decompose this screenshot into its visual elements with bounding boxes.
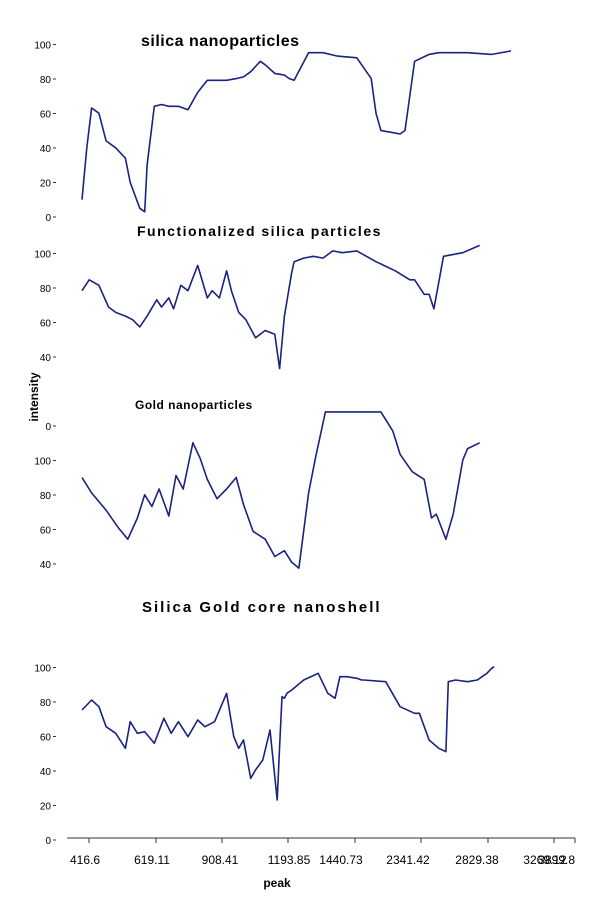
y-tick-label: 0 (45, 836, 51, 847)
y-tick-label: 60 (40, 733, 52, 744)
x-axis-ticks: 416.6 619.11 908.41 1193.85 1440.73 2341.42 28… (70, 838, 576, 867)
panel-1: silica nanoparticles 0 20 40 60 80 100 (34, 33, 512, 224)
panel-4: Silica Gold core nanoshell 0 20 40 60 80 100 (34, 599, 495, 847)
y-tick-label: 80 (40, 491, 52, 502)
series-line (81, 50, 512, 213)
x-tick-label: 416.6 (70, 853, 100, 867)
y-tick-label: 60 (40, 110, 52, 121)
series-line (81, 666, 495, 801)
y-tick-label: 100 (34, 250, 51, 261)
x-tick-label: 1440.73 (319, 853, 363, 867)
y-tick-label: 100 (34, 457, 51, 468)
y-tick-label: 60 (40, 526, 52, 537)
series-line (81, 244, 481, 370)
panel-title: Functionalized silica particles (137, 223, 382, 239)
chart-panels: silica nanoparticles020406080100Function… (34, 33, 512, 847)
panel-title: Silica Gold core nanoshell (142, 599, 382, 616)
x-tick-label: 2341.42 (386, 853, 430, 867)
y-tick-label: 40 (40, 767, 52, 778)
y-tick-label: 80 (40, 284, 52, 295)
x-tick-label: 1193.85 (268, 853, 311, 867)
y-tick-label: 0 (45, 422, 51, 433)
x-tick-label: 3899.8 (538, 853, 575, 867)
y-tick-label: 100 (34, 41, 51, 52)
y-tick-label: 100 (34, 664, 51, 675)
y-tick-label: 40 (40, 560, 52, 571)
panel-title: silica nanoparticles (141, 33, 300, 50)
panel-3: Gold nanoparticles 40 60 80 100 0 (34, 398, 481, 571)
y-tick-label: 20 (40, 802, 52, 813)
y-axis-title: intensity (27, 372, 41, 422)
y-tick-label: 80 (40, 75, 52, 86)
x-tick-label: 908.41 (202, 853, 239, 867)
y-tick-label: 40 (40, 353, 52, 364)
series-line (81, 411, 481, 569)
y-tick-label: 80 (40, 698, 52, 709)
x-tick-label: 3269.12 (523, 853, 567, 867)
panel-2: Functionalized silica particles 40 60 80 100 (34, 223, 481, 370)
y-tick-label: 20 (40, 179, 52, 190)
x-tick-label: 619.11 (134, 853, 170, 867)
x-axis-title: peak (263, 876, 291, 890)
y-tick-label: 60 (40, 319, 52, 330)
panel-title: Gold nanoparticles (135, 398, 253, 412)
y-tick-label: 0 (45, 213, 51, 224)
x-tick-label: 2829.38 (455, 853, 499, 867)
y-tick-label: 40 (40, 144, 52, 155)
